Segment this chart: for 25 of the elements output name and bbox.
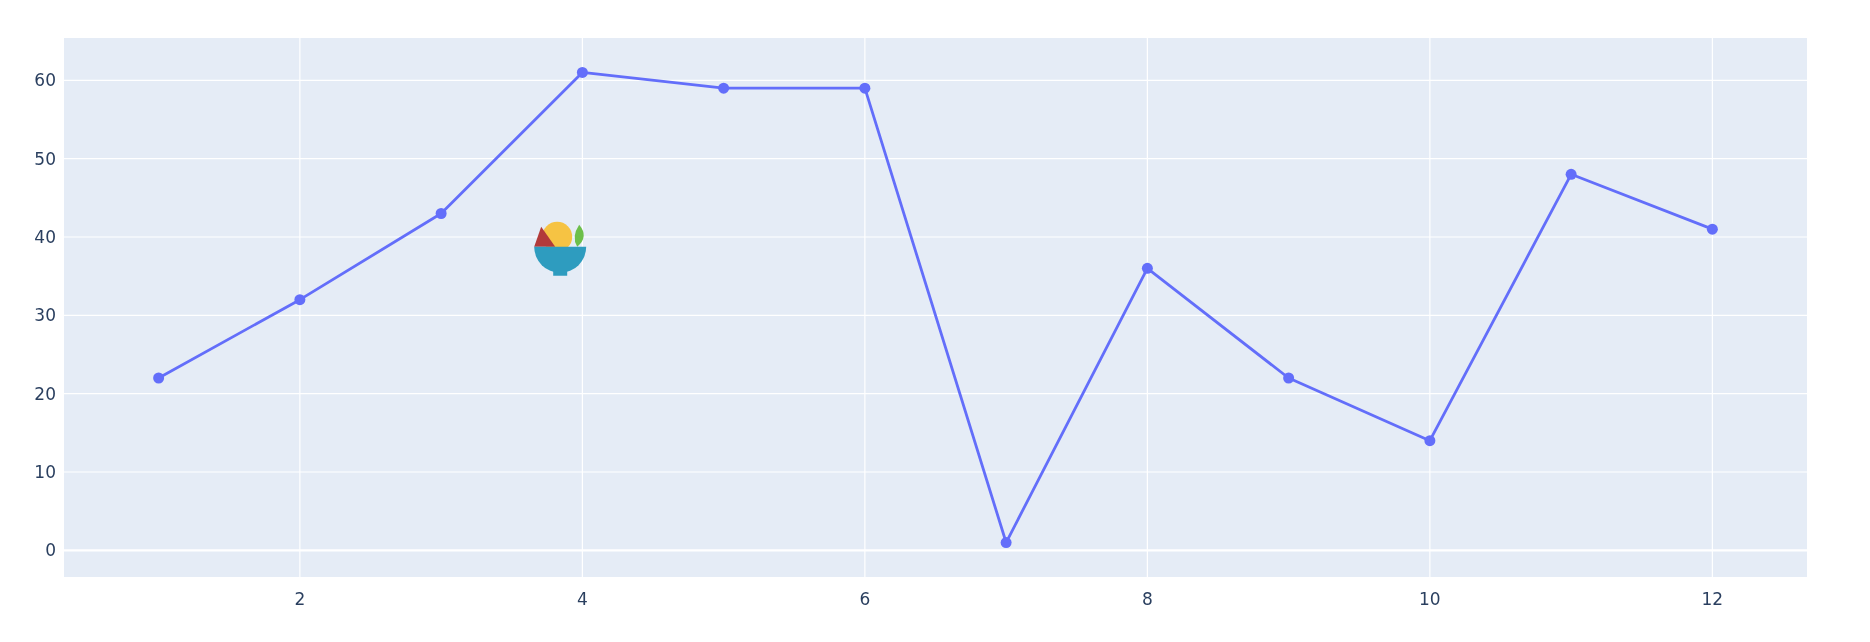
point [1706,223,1718,235]
y-tick-label: 40 [34,226,56,247]
point [1565,168,1577,180]
x-tick-label: 2 [294,589,306,609]
point [859,82,871,94]
x-tick-label: 10 [1419,589,1441,609]
point [718,82,730,94]
x-tick-label: 12 [1701,589,1724,609]
point [294,294,306,306]
point [153,372,165,384]
x-tick-label: 4 [576,589,588,609]
point [576,66,588,78]
y-tick-label: 0 [45,540,56,561]
x-tick-label: 8 [1141,589,1153,609]
point [1283,372,1295,384]
y-tick-label: 50 [34,148,56,169]
y-tick-label: 60 [34,70,56,91]
y-tick-label: 10 [34,462,56,483]
y-tick-label: 30 [34,305,56,326]
point [1000,537,1012,549]
point [1141,262,1153,274]
point [1424,435,1436,447]
x-tick-label: 6 [859,589,871,609]
point [435,207,447,219]
y-tick-label: 20 [34,383,56,404]
